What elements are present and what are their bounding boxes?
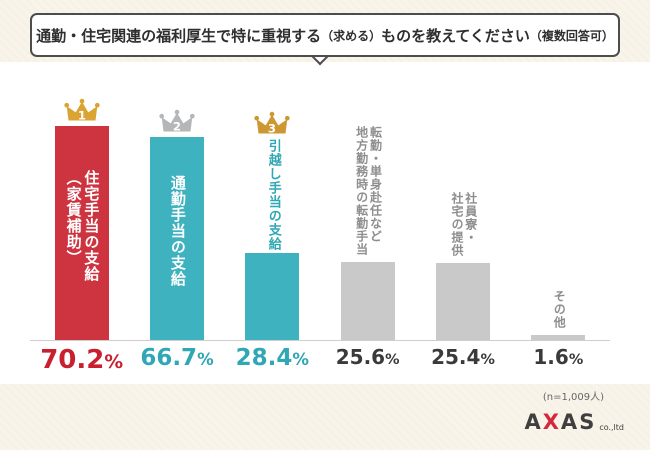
survey-question-title: 通勤・住宅関連の福利厚生で特に重視する （求める） ものを教えてください （複数回答可…	[30, 13, 620, 57]
title-text-main: ものを教えてください	[381, 26, 530, 45]
bar-chart: 1 住宅手当の支給 （家賃補助） 2	[34, 70, 606, 340]
bar-label-commuting-allowance: 通勤手当の支給	[168, 174, 187, 287]
bar-label-transfer-allowance: 転勤・単身赴任など 地方勤務時の転勤手当	[354, 125, 383, 256]
bar-commuting-allowance: 通勤手当の支給	[149, 136, 204, 340]
axas-logo-letters: AXAS	[524, 410, 597, 434]
value-label-company-housing: 25.4%	[431, 345, 495, 369]
title-text-small: （複数回答可）	[529, 28, 614, 43]
bar-column-transfer-allowance: 転勤・単身赴任など 地方勤務時の転勤手当	[320, 70, 415, 340]
bar-other	[531, 335, 586, 340]
value-label-housing-allowance: 70.2%	[40, 345, 124, 375]
axas-logo-red-x: X	[542, 410, 561, 434]
bar-column-moving-allowance: 3 引越し手当の支給	[225, 70, 320, 340]
bar-label-housing-allowance: 住宅手当の支給 （家賃補助）	[64, 169, 101, 282]
title-text-main: 通勤・住宅関連の福利厚生で特に重視する	[36, 26, 322, 45]
bar-transfer-allowance	[340, 261, 395, 340]
chart-baseline	[30, 340, 610, 341]
value-label-commuting-allowance: 66.7%	[140, 345, 214, 371]
axas-logo-subtext: co.,ltd	[599, 423, 624, 432]
bar-label-other: その他	[552, 290, 567, 329]
rank-1-number: 1	[78, 108, 86, 122]
bar-column-other: その他	[511, 70, 606, 340]
rank-3-crown-icon: 3	[254, 111, 290, 138]
rank-3-number: 3	[268, 122, 276, 136]
value-label-other: 1.6%	[533, 345, 584, 369]
bar-label-company-housing: 社員寮・ 社宅の提供	[449, 191, 478, 257]
title-text-small: （求める）	[321, 28, 382, 43]
bar-housing-allowance: 住宅手当の支給 （家賃補助）	[54, 125, 109, 340]
bar-column-housing-allowance: 1 住宅手当の支給 （家賃補助）	[34, 70, 129, 340]
bar-label-moving-allowance: 引越し手当の支給	[265, 139, 281, 252]
bar-column-company-housing: 社員寮・ 社宅の提供	[415, 70, 510, 340]
sample-size-note: (n=1,009人)	[542, 392, 604, 403]
rank-2-number: 2	[173, 119, 181, 133]
value-label-transfer-allowance: 25.6%	[335, 345, 400, 369]
value-labels-row: 70.2% 66.7% 28.4% 25.6% 25.4% 1.6%	[34, 345, 606, 375]
bar-column-commuting-allowance: 2 通勤手当の支給	[129, 70, 224, 340]
axas-logo: AXAS co.,ltd	[524, 412, 624, 433]
rank-2-crown-icon: 2	[159, 109, 195, 136]
rank-1-crown-icon: 1	[64, 98, 100, 125]
value-label-moving-allowance: 28.4%	[235, 345, 309, 371]
bar-moving-allowance	[245, 253, 300, 340]
bar-company-housing	[435, 262, 490, 340]
